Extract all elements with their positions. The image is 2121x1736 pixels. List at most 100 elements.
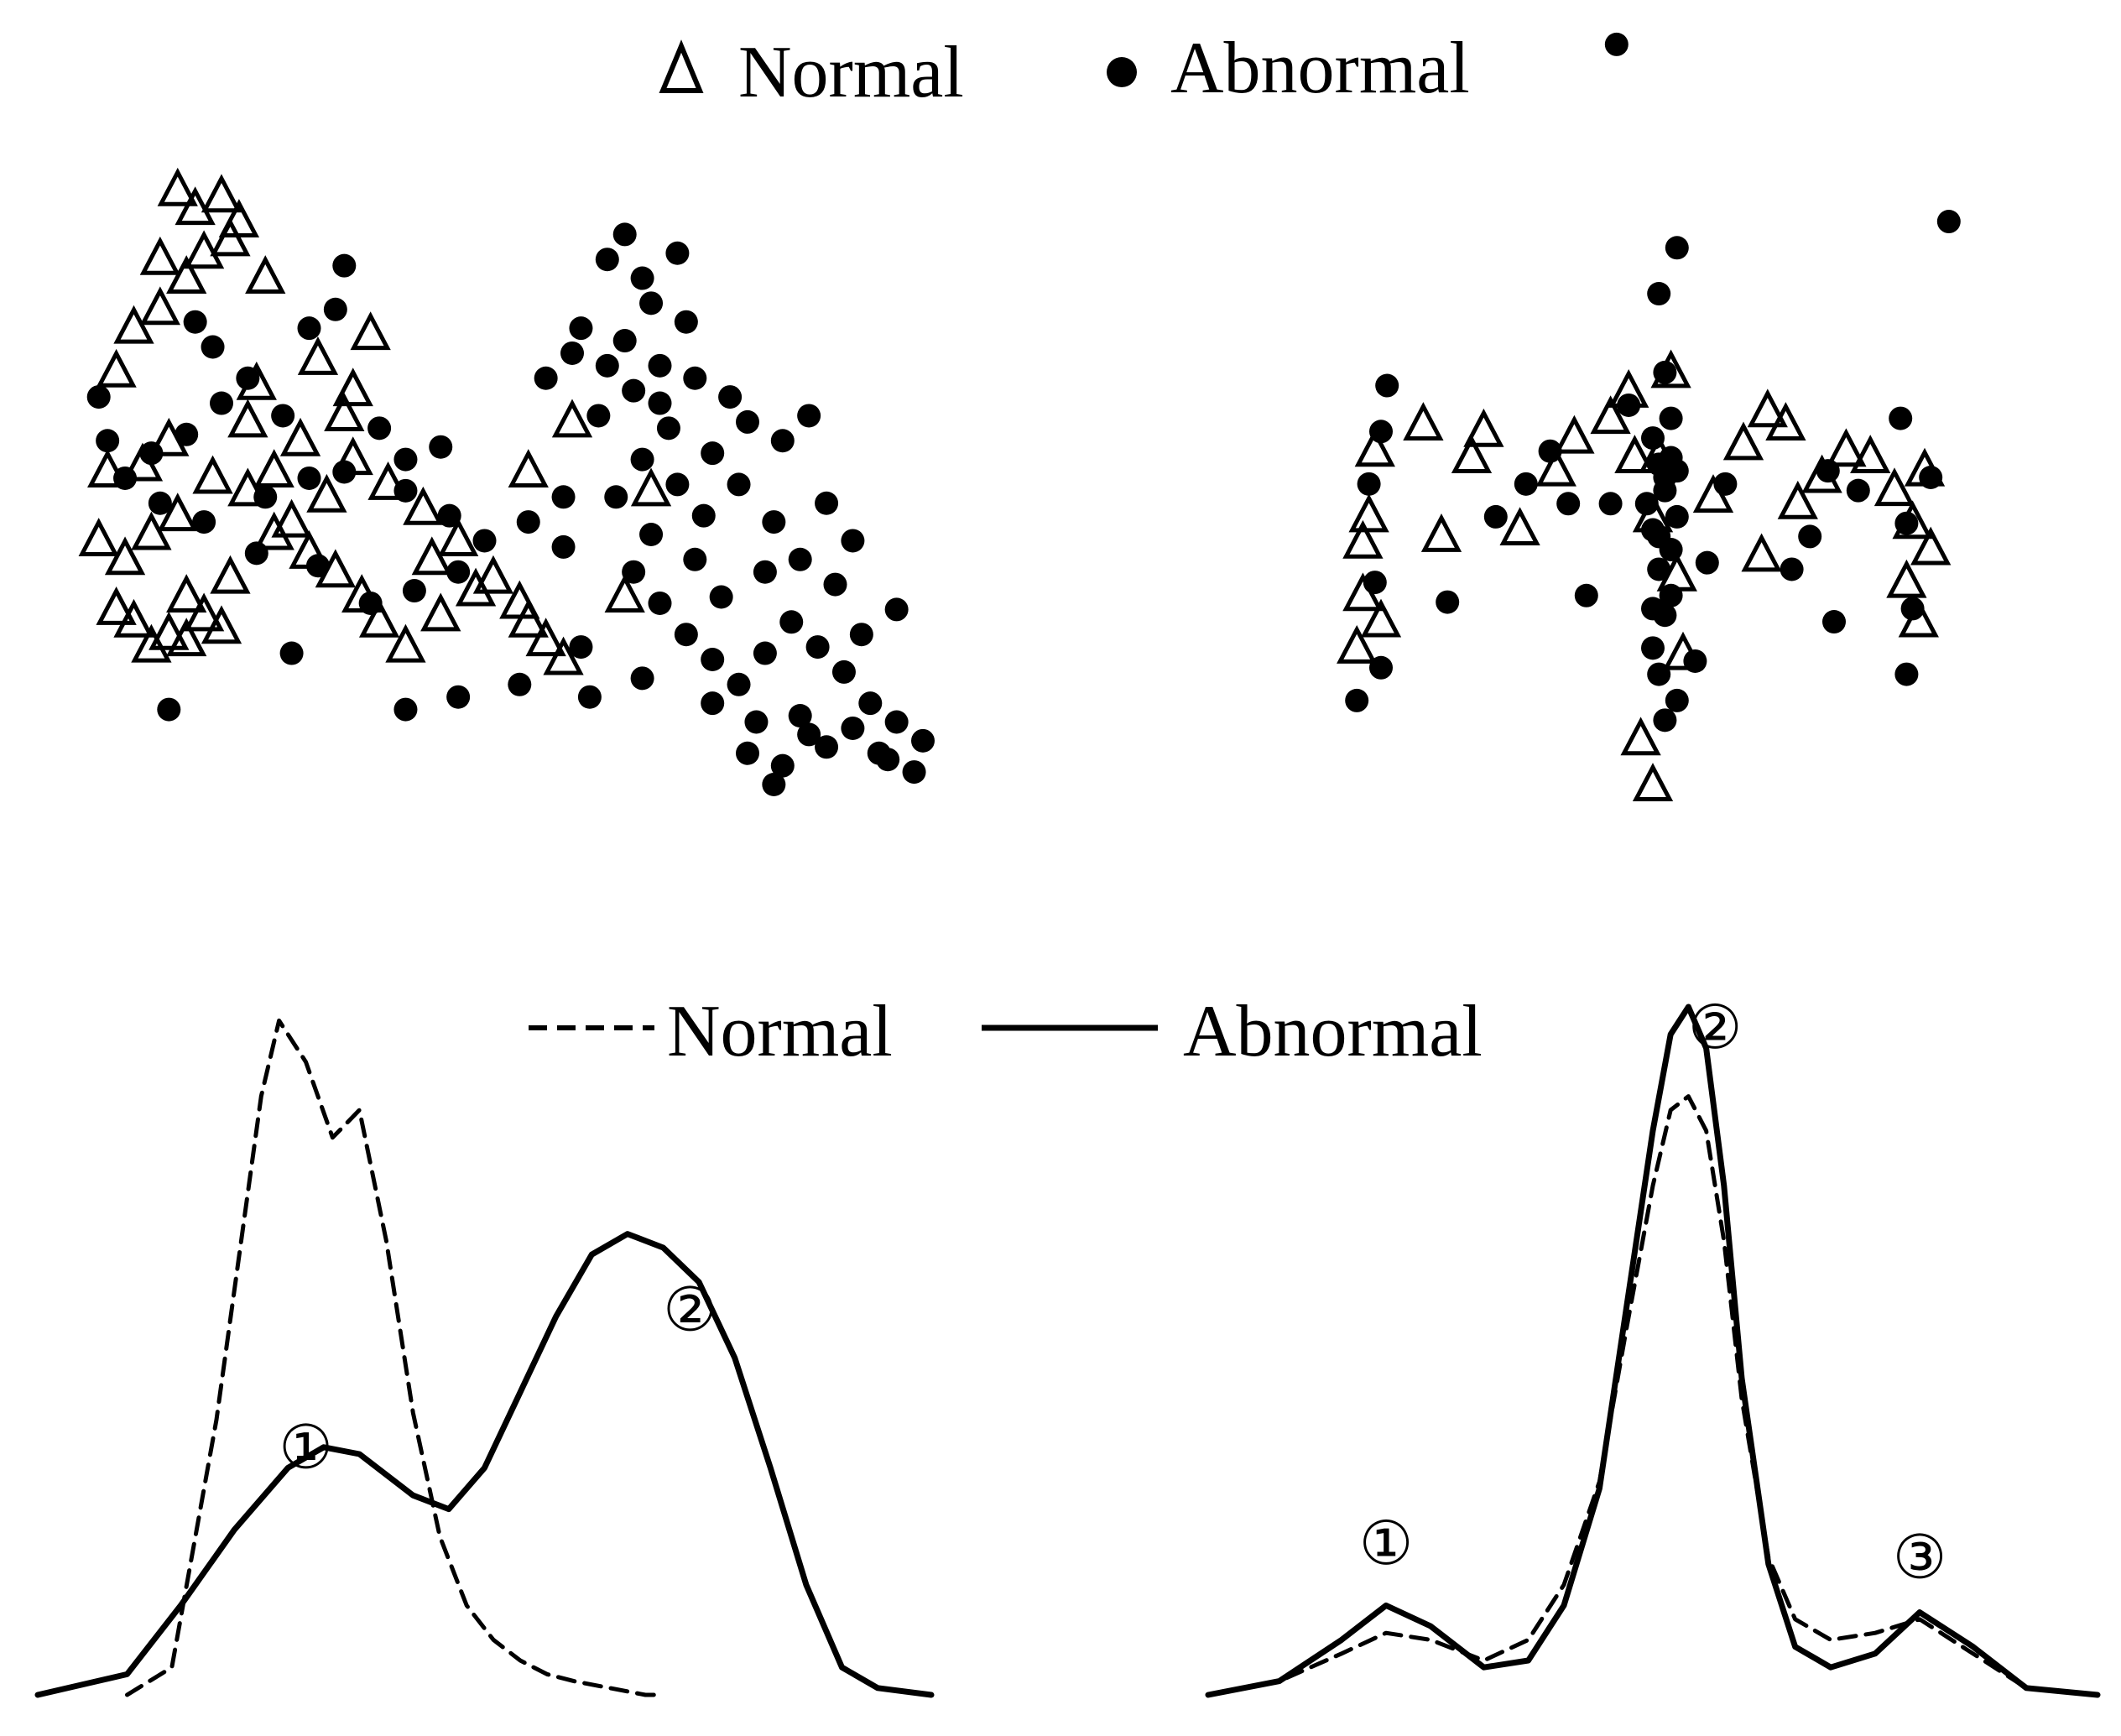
abnormal-point <box>1659 538 1683 562</box>
normal-point <box>166 255 207 295</box>
abnormal-point <box>1695 550 1719 575</box>
abnormal-point <box>841 716 865 740</box>
abnormal-point <box>656 416 680 441</box>
abnormal-point <box>1598 492 1623 516</box>
abnormal-point <box>139 441 164 466</box>
normal-point <box>525 618 566 657</box>
normal-point <box>438 518 479 556</box>
legend-top-normal-label: Normal <box>738 32 964 113</box>
abnormal-point <box>622 560 646 584</box>
abnormal-point <box>297 316 321 341</box>
abnormal-point <box>279 641 304 665</box>
abnormal-point <box>911 728 935 753</box>
abnormal-point <box>253 485 278 509</box>
legend-bottom: Normal Abnormal <box>529 991 1483 1072</box>
normal-point <box>297 336 339 375</box>
abnormal-point <box>393 478 418 503</box>
normal-point <box>131 623 172 663</box>
abnormal-point <box>1798 524 1822 549</box>
abnormal-point <box>884 597 909 622</box>
abnormal-point <box>1659 406 1683 430</box>
normal-point <box>192 455 233 494</box>
normal-point <box>1910 526 1952 566</box>
abnormal-point <box>1369 420 1393 444</box>
abnormal-point <box>683 547 707 571</box>
peak-annotation: ② <box>663 1274 717 1344</box>
abnormal-point <box>192 510 216 534</box>
normal-point <box>543 636 584 675</box>
normal-point <box>1632 763 1674 802</box>
abnormal-point <box>332 460 357 484</box>
normal-point <box>324 393 365 431</box>
abnormal-point <box>96 429 120 453</box>
abnormal-point <box>1514 472 1538 496</box>
abnormal-point <box>1641 597 1665 621</box>
abnormal-point <box>604 485 628 509</box>
normal-point <box>201 174 242 213</box>
normal-point <box>87 449 128 487</box>
normal-point <box>604 574 645 613</box>
abnormal-point <box>508 672 532 696</box>
abnormal-point <box>823 572 847 597</box>
abnormal-point <box>157 697 181 722</box>
abnormal-point <box>630 447 654 472</box>
normal-point <box>201 605 242 644</box>
normal-point <box>1620 717 1661 756</box>
normal-point <box>1826 428 1867 467</box>
normal-point <box>1348 493 1389 533</box>
abnormal-point <box>648 591 672 615</box>
abnormal-point <box>736 409 759 434</box>
abnormal-point <box>210 391 233 415</box>
normal-point <box>1403 402 1444 441</box>
normal-point <box>1451 435 1493 474</box>
abnormal-point <box>586 404 611 428</box>
normal-point <box>1741 533 1782 572</box>
normal-point <box>1342 519 1384 559</box>
abnormal-point <box>577 685 602 709</box>
abnormal-point <box>1653 478 1677 503</box>
abnormal-point <box>815 735 839 759</box>
normal-point <box>1777 480 1818 519</box>
abnormal-point <box>271 404 295 428</box>
normal-point <box>403 486 444 525</box>
normal-point <box>157 493 198 532</box>
scatter-panel-left <box>78 167 935 796</box>
normal-point <box>385 623 426 663</box>
abnormal-point <box>674 310 698 334</box>
abnormal-point <box>744 710 769 734</box>
abnormal-point <box>1604 32 1629 56</box>
abnormal-point <box>1634 492 1659 516</box>
abnormal-point <box>595 248 619 272</box>
abnormal-density-line <box>34 1231 935 1698</box>
abnormal-point <box>1659 583 1683 607</box>
normal-point <box>1354 428 1395 467</box>
abnormal-point <box>674 623 698 647</box>
abnormal-point <box>1556 492 1581 516</box>
normal-point <box>104 536 146 576</box>
abnormal-point <box>736 741 759 765</box>
normal-point <box>183 230 225 269</box>
abnormal-point <box>1713 472 1738 496</box>
abnormal-point <box>1647 557 1671 581</box>
abnormal-point <box>305 554 330 578</box>
normal-point <box>455 567 497 607</box>
normal-point <box>210 217 251 257</box>
abnormal-point <box>472 529 497 553</box>
normal-point <box>1535 447 1576 487</box>
normal-point <box>96 586 137 625</box>
abnormal-point <box>1641 518 1665 542</box>
abnormal-point <box>797 722 821 747</box>
normal-point <box>1886 559 1927 598</box>
abnormal-point <box>244 541 268 566</box>
abnormal-point <box>884 710 909 734</box>
normal-point <box>367 461 409 500</box>
abnormal-point <box>1683 649 1707 673</box>
abnormal-point <box>1647 662 1671 686</box>
abnormal-point <box>709 585 733 609</box>
normal-point <box>1765 402 1806 441</box>
normal-point <box>508 449 549 487</box>
abnormal-point <box>762 773 786 796</box>
abnormal-point <box>858 691 883 716</box>
abnormal-point <box>701 691 725 716</box>
abnormal-point <box>639 291 664 315</box>
